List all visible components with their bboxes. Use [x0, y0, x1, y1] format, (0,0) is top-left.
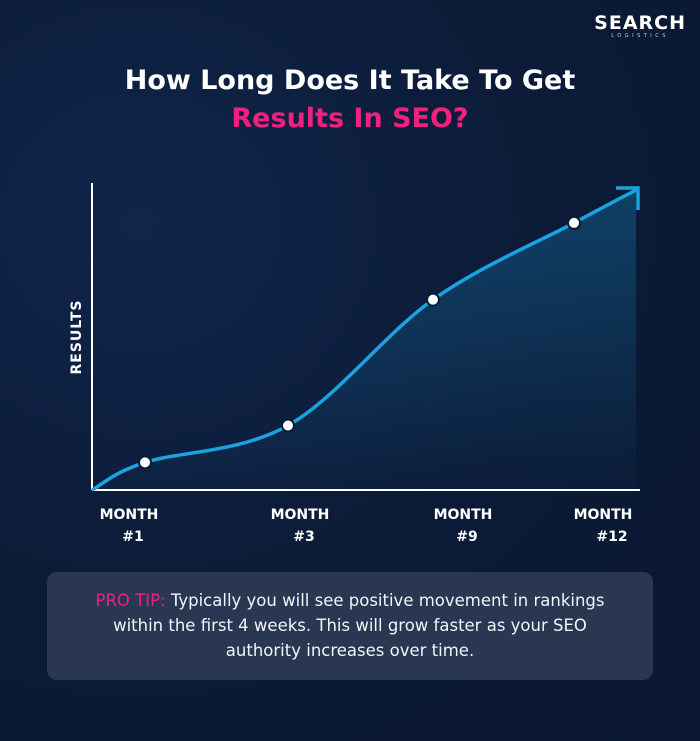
x-tick-label: MONTH	[434, 507, 493, 523]
page-title: How Long Does It Take To Get Results In …	[0, 62, 700, 138]
data-point	[567, 215, 581, 230]
x-tick-label: MONTH	[100, 507, 159, 523]
data-point	[281, 418, 295, 433]
x-tick-label: #3	[293, 529, 314, 545]
data-point	[138, 455, 152, 470]
x-tick-label: #1	[122, 529, 143, 545]
x-tick-label: #12	[596, 529, 627, 545]
title-line1: How Long Does It Take To Get	[124, 65, 576, 96]
arrow-head-icon	[616, 186, 640, 210]
title-line2: Results In SEO?	[231, 103, 469, 134]
pro-tip-text: Typically you will see positive movement…	[113, 591, 605, 660]
logo: SEARCH LOGISTICS	[594, 12, 686, 39]
data-point	[426, 292, 440, 307]
logo-main: SEARCH	[594, 12, 686, 34]
x-tick-label: MONTH	[574, 507, 633, 523]
pro-tip-label: PRO TIP:	[95, 591, 166, 610]
y-axis-label: RESULTS	[69, 299, 85, 374]
x-tick-label: MONTH	[271, 507, 330, 523]
x-tick-label: #9	[456, 529, 477, 545]
area-fill	[92, 190, 636, 490]
pro-tip-box: PRO TIP: Typically you will see positive…	[47, 572, 653, 680]
logo-sub: LOGISTICS	[611, 33, 669, 39]
